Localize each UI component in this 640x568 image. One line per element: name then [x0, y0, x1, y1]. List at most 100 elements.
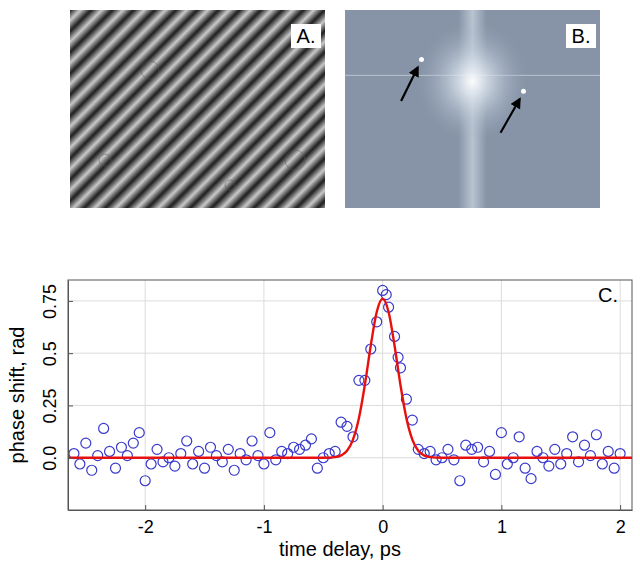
data-point	[105, 446, 115, 456]
image-panel: A.	[70, 10, 325, 208]
data-point	[556, 459, 566, 469]
data-point	[550, 444, 560, 454]
data-point	[585, 451, 595, 461]
plot-panel: -2 -1 0 1 2 0.0 0.25 0.5 0.75 time delay, ps phase…	[6, 280, 633, 560]
y-axis: 0.0 0.25 0.5 0.75	[40, 281, 73, 511]
grid-line	[263, 280, 264, 510]
data-point	[455, 476, 465, 486]
grid-line	[68, 300, 632, 301]
data-point	[393, 352, 403, 362]
data-point	[265, 428, 275, 438]
tick: -2	[138, 505, 154, 537]
panel-letter: B.	[572, 25, 591, 47]
data-point	[99, 423, 109, 433]
data-point	[354, 375, 364, 385]
plot-background	[68, 280, 632, 510]
data-point	[277, 446, 287, 456]
tick: 0.0	[40, 446, 73, 471]
data-point	[609, 463, 619, 473]
tick-mark	[68, 458, 73, 459]
data-point	[87, 465, 97, 475]
tick-mark	[145, 505, 146, 510]
data-point	[170, 461, 180, 471]
data-point	[128, 438, 138, 448]
tick-label: -2	[138, 517, 154, 537]
data-point	[188, 459, 198, 469]
data-point	[152, 444, 162, 454]
arrow	[401, 67, 418, 101]
tick-mark	[501, 505, 502, 510]
data-point	[443, 444, 453, 454]
data-point	[568, 432, 578, 442]
data-point	[259, 459, 269, 469]
data-point	[146, 459, 156, 469]
spectrum-center	[418, 21, 528, 141]
data-point	[342, 421, 352, 431]
label-patch	[566, 24, 596, 48]
data-point	[300, 440, 310, 450]
tick-label: 1	[497, 517, 507, 537]
data-point	[223, 444, 233, 454]
fit-line	[68, 299, 632, 458]
data-point	[182, 436, 192, 446]
data-point	[514, 432, 524, 442]
data-point	[496, 428, 506, 438]
tick-mark	[68, 301, 73, 302]
data-point	[467, 444, 477, 454]
tick-mark	[68, 353, 73, 354]
tick: 0.25	[40, 388, 73, 423]
figure: A. B. -2 -1 0 1 2 0.0 0.25 0.5 0.75 time delay, ps p…	[0, 0, 640, 568]
data-point	[93, 451, 103, 461]
data-point	[122, 451, 132, 461]
tick-mark	[620, 505, 621, 510]
grid-line	[68, 353, 632, 354]
tick-label: 2	[616, 517, 626, 537]
axis-line	[68, 281, 69, 511]
tick: 0	[378, 505, 388, 537]
plot-frame	[68, 280, 632, 510]
tick: 1	[497, 505, 507, 537]
dust-ring	[99, 154, 111, 166]
tick-mark	[68, 405, 73, 406]
tick: 2	[616, 505, 626, 537]
data-point	[490, 469, 500, 479]
grid-line	[620, 280, 621, 510]
dust-ring	[141, 61, 159, 79]
data-point	[312, 463, 322, 473]
tick-label: 0.0	[40, 446, 60, 471]
fringe-image	[70, 10, 325, 208]
axis-line	[69, 510, 633, 511]
tick-mark	[383, 505, 384, 510]
spectrum-image	[345, 10, 600, 208]
data-point	[449, 455, 459, 465]
tick-label: 0.25	[40, 388, 60, 423]
data-point	[597, 459, 607, 469]
data-point	[140, 476, 150, 486]
tick-label: 0	[378, 517, 388, 537]
data-point	[591, 430, 601, 440]
grid-line	[68, 405, 632, 406]
data-point	[603, 446, 613, 456]
data-point	[520, 463, 530, 473]
data-point	[247, 436, 257, 446]
marks	[68, 285, 632, 485]
y-axis-title: phase shift, rad	[6, 327, 28, 464]
dust-ring	[285, 150, 305, 170]
data-point	[110, 463, 120, 473]
data-point	[241, 455, 251, 465]
grid-line	[501, 280, 502, 510]
data-point	[330, 446, 340, 456]
data-point	[81, 438, 91, 448]
tick-label: 0.5	[40, 341, 60, 366]
arrow	[501, 99, 520, 133]
dust-ring	[225, 180, 235, 190]
data-point	[485, 446, 495, 456]
x-axis-title: time delay, ps	[279, 538, 401, 560]
data-point	[532, 446, 542, 456]
data-point	[194, 446, 204, 456]
spectrum-peak	[419, 57, 424, 62]
data-point	[211, 451, 221, 461]
tick: 0.75	[40, 284, 73, 319]
tick-mark	[264, 505, 265, 510]
tick-label: -1	[256, 517, 272, 537]
